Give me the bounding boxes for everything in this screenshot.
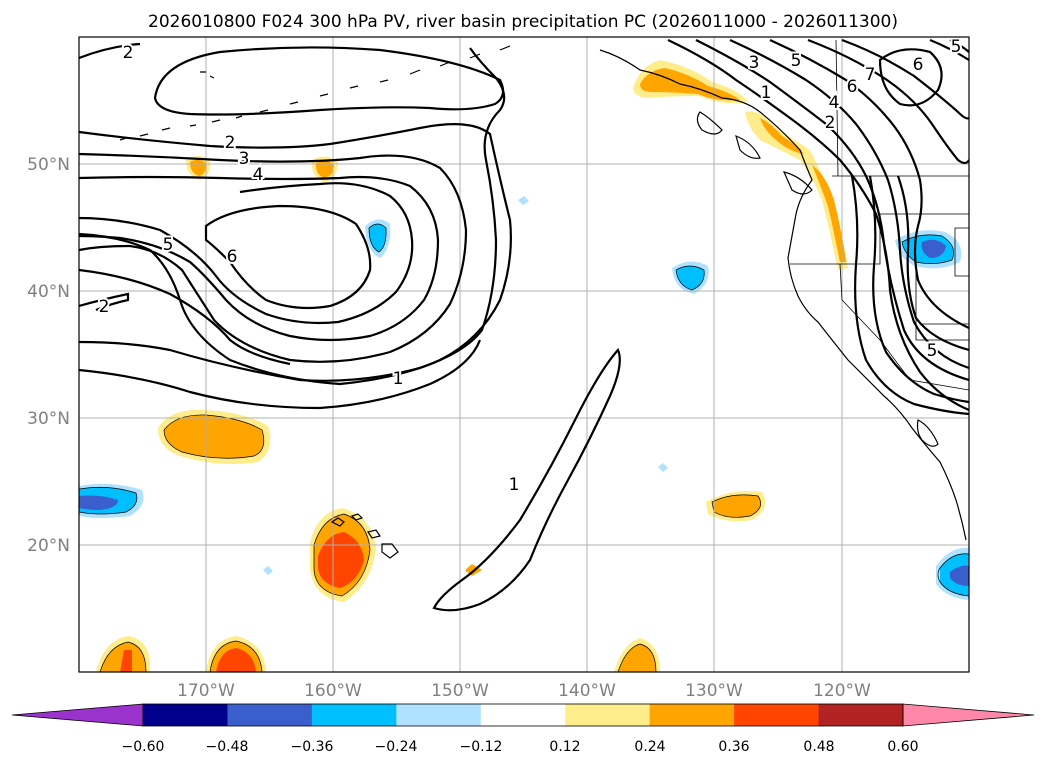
colorbar-cell bbox=[396, 704, 482, 726]
colorbar-tick-label: −0.48 bbox=[206, 739, 249, 755]
colorbar-cell bbox=[565, 704, 651, 726]
lat-label-20n: 20°N bbox=[27, 536, 70, 556]
contour-label: 2 bbox=[825, 113, 836, 133]
contour-label: 1 bbox=[393, 369, 404, 389]
contour-label: 2 bbox=[225, 133, 236, 153]
lon-label-140w: 140°W bbox=[558, 681, 616, 701]
contour-label: 4 bbox=[253, 165, 264, 185]
map-panel: 2 2 3 4 5 6 2 1 1 3 5 1 4 2 6 7 6 5 5 bbox=[79, 37, 969, 672]
colorbar-tick-label: −0.12 bbox=[460, 739, 503, 755]
colorbar-cell bbox=[311, 704, 397, 726]
anomaly-shading bbox=[79, 60, 969, 672]
colorbar-cell bbox=[649, 704, 735, 726]
map-frame bbox=[78, 36, 970, 673]
lon-label-150w: 150°W bbox=[431, 681, 489, 701]
colorbar-tick-label: 0.24 bbox=[634, 739, 665, 755]
colorbar-cell bbox=[818, 704, 904, 726]
colorbar-tick-label: −0.36 bbox=[291, 739, 334, 755]
anomaly-small-blobs bbox=[186, 156, 709, 576]
latitude-labels: 50°N 40°N 30°N 20°N bbox=[27, 155, 70, 556]
contour-label: 1 bbox=[509, 475, 520, 495]
lat-label-50n: 50°N bbox=[27, 155, 70, 175]
lon-label-160w: 160°W bbox=[304, 681, 362, 701]
colorbar-right-extension bbox=[903, 704, 1034, 726]
anomaly-hawaii bbox=[310, 508, 376, 602]
colorbar-cell bbox=[143, 704, 228, 726]
contour-label: 5 bbox=[791, 51, 802, 71]
colorbar-left-extension bbox=[12, 704, 143, 726]
colorbar-cell bbox=[734, 704, 820, 726]
contour-label: 2 bbox=[123, 43, 134, 63]
contour-label: 1 bbox=[761, 83, 772, 103]
longitude-labels: 170°W 160°W 150°W 140°W 130°W 120°W bbox=[177, 681, 871, 701]
contour-label: 6 bbox=[847, 77, 858, 97]
colorbar-frame bbox=[142, 703, 904, 727]
lat-label-30n: 30°N bbox=[27, 409, 70, 429]
colorbar: −0.60 −0.48 −0.36 −0.24 −0.12 0.12 0.24 … bbox=[11, 703, 1035, 755]
contour-label: 6 bbox=[913, 55, 924, 75]
lat-label-40n: 40°N bbox=[27, 282, 70, 302]
contour-label: 6 bbox=[227, 247, 238, 267]
anomaly-mexico-negative bbox=[936, 547, 969, 600]
colorbar-tick-label: −0.60 bbox=[122, 739, 165, 755]
anomaly-south-edge bbox=[96, 636, 660, 672]
contour-label: 2 bbox=[99, 297, 110, 317]
lon-label-170w: 170°W bbox=[177, 681, 235, 701]
anomaly-bc-coast bbox=[633, 60, 848, 270]
contour-label: 4 bbox=[829, 93, 840, 113]
colorbar-tick-label: −0.24 bbox=[375, 739, 418, 755]
anomaly-170w-30n bbox=[158, 409, 271, 464]
contour-label: 7 bbox=[865, 65, 876, 85]
colorbar-tick-label: 0.48 bbox=[803, 739, 834, 755]
anomaly-west-negative bbox=[79, 483, 144, 518]
colorbar-cell bbox=[227, 704, 313, 726]
lon-label-120w: 120°W bbox=[813, 681, 871, 701]
colorbar-tick-label: 0.60 bbox=[887, 739, 918, 755]
colorbar-tick-label: 0.12 bbox=[549, 739, 580, 755]
contour-label: 3 bbox=[239, 149, 250, 169]
contour-label: 5 bbox=[163, 235, 174, 255]
lon-label-130w: 130°W bbox=[685, 681, 743, 701]
contour-label: 5 bbox=[927, 341, 938, 361]
contour-label: 3 bbox=[749, 53, 760, 73]
contour-label: 5 bbox=[951, 37, 962, 57]
anomaly-outlines bbox=[79, 223, 969, 672]
contour-labels: 2 2 3 4 5 6 2 1 1 3 5 1 4 2 6 7 6 5 5 bbox=[97, 37, 964, 497]
pv-contours bbox=[79, 38, 969, 612]
figure-title: 2026010800 F024 300 hPa PV, river basin … bbox=[148, 12, 898, 32]
colorbar-tick-label: 0.36 bbox=[718, 739, 749, 755]
colorbar-cell bbox=[480, 704, 566, 726]
